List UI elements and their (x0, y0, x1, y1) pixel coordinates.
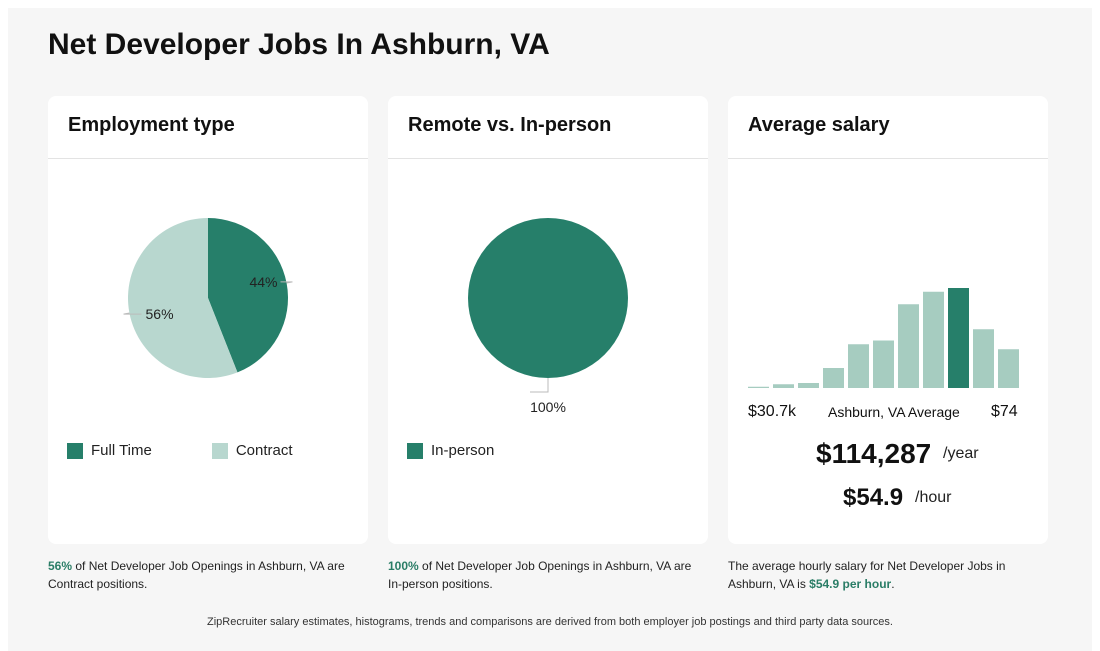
histogram-bar (848, 344, 869, 388)
histogram-bar (973, 329, 994, 388)
legend-swatch-in-person (407, 442, 423, 459)
histogram-bar (773, 384, 794, 388)
legend-item-full-time: Full Time (67, 442, 152, 459)
legend-item-in-person: In-person (407, 442, 494, 459)
remote-vs-inperson-card: Remote vs. In-person 100% In-person (388, 96, 708, 544)
histogram-bar (748, 386, 769, 388)
histogram-bar (898, 304, 919, 388)
legend-item-contract: Contract (211, 442, 293, 459)
employment-card-title: Employment type (68, 114, 235, 136)
histogram-bar (923, 291, 944, 388)
employment-legend: Full Time Contract (67, 442, 293, 459)
salary-caption: The average hourly salary for Net Develo… (728, 557, 1028, 593)
card-divider (388, 158, 708, 159)
pie-value-label: 100% (530, 399, 566, 415)
salary-hourly-unit: /hour (915, 489, 952, 506)
legend-label-contract: Contract (235, 442, 293, 459)
remote-pie-chart: 100% (468, 218, 628, 415)
histogram-bar (823, 368, 844, 388)
card-divider (48, 158, 368, 159)
salary-caption-value: $54.9 per hour (809, 577, 892, 591)
pie-value-label: 44% (249, 274, 277, 290)
pie-leader-line (280, 281, 293, 284)
salary-max-label: $74 (991, 403, 1018, 420)
remote-card-title: Remote vs. In-person (408, 114, 612, 136)
average-salary-card: Average salary $30.7k Ashburn, VA Averag… (728, 96, 1048, 544)
salary-yearly-unit: /year (943, 445, 979, 462)
salary-card-title: Average salary (748, 114, 890, 136)
histogram-bar (798, 383, 819, 388)
legend-label-in-person: In-person (431, 442, 495, 459)
legend-swatch-full-time (67, 442, 83, 459)
pie-leader-line (123, 312, 142, 315)
salary-histogram (748, 288, 1019, 388)
pie-slice-contract (128, 218, 238, 378)
pie-leader-line (530, 378, 549, 393)
salary-caption-text: The average hourly salary for Net Develo… (728, 559, 1006, 591)
salary-hourly-value: $54.9 (843, 484, 904, 511)
pie-slice-full-time (208, 218, 288, 373)
pie-value-label: 56% (146, 306, 174, 322)
remote-caption-text: of Net Developer Job Openings in Ashburn… (388, 559, 692, 591)
employment-caption-text: of Net Developer Job Openings in Ashburn… (48, 559, 345, 591)
employment-pie-chart: 44% 56% (123, 218, 293, 378)
histogram-bar (873, 340, 894, 388)
legend-label-full-time: Full Time (91, 442, 152, 459)
remote-caption-pct: 100% (388, 559, 419, 573)
histogram-bar (998, 349, 1019, 388)
employment-caption-pct: 56% (48, 559, 73, 573)
remote-caption: 100% of Net Developer Job Openings in As… (388, 557, 698, 593)
salary-average-label: Ashburn, VA Average (828, 404, 960, 420)
salary-min-label: $30.7k (748, 403, 797, 420)
legend-swatch-contract (211, 442, 228, 459)
remote-legend: In-person (407, 442, 494, 459)
employment-caption: 56% of Net Developer Job Openings in Ash… (48, 557, 358, 593)
pie-slice-in-person (468, 218, 628, 378)
employment-type-card: Employment type 44% 56% Full Time Contrac… (48, 96, 368, 544)
footer-disclaimer: ZipRecruiter salary estimates, histogram… (207, 616, 893, 628)
salary-yearly-value: $114,287 (816, 438, 932, 469)
histogram-bar (948, 288, 969, 388)
card-divider (728, 158, 1048, 159)
page-title: Net Developer Jobs In Ashburn, VA (48, 28, 550, 61)
salary-caption-end: . (891, 577, 895, 591)
